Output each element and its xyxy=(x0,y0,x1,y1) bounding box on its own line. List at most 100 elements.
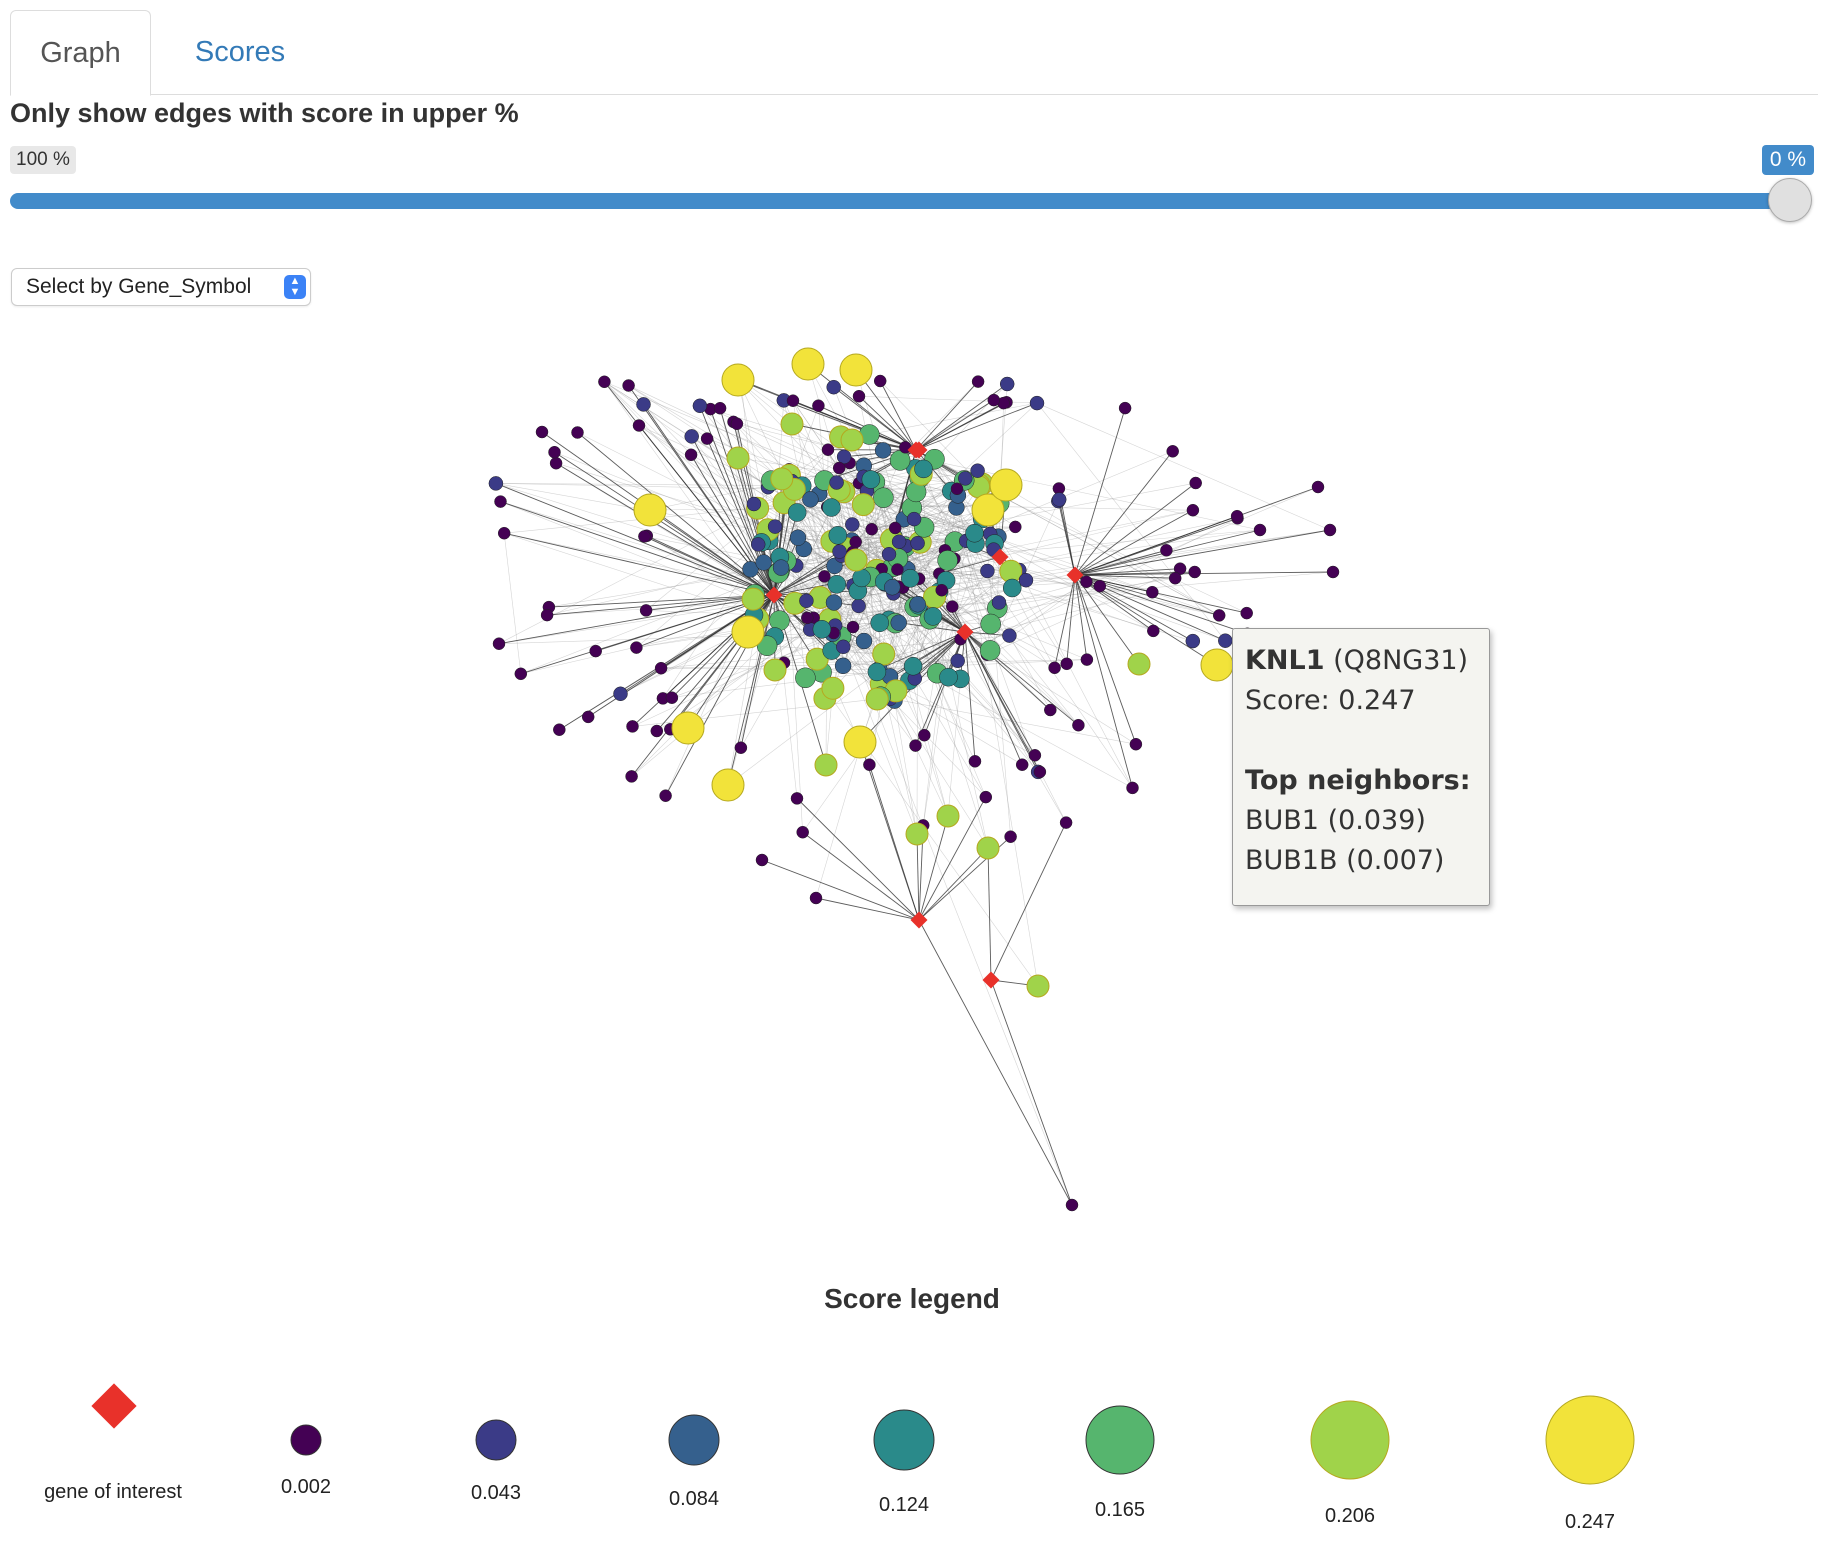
gene-node[interactable] xyxy=(654,661,668,675)
gene-node[interactable] xyxy=(497,526,511,540)
gene-node[interactable] xyxy=(888,521,902,535)
gene-node[interactable] xyxy=(1189,476,1202,490)
gene-node[interactable] xyxy=(834,657,852,675)
gene-node[interactable] xyxy=(700,432,714,445)
gene-node[interactable] xyxy=(825,594,843,611)
gene-node[interactable] xyxy=(989,468,1023,502)
gene-node[interactable] xyxy=(772,559,790,576)
gene-node[interactable] xyxy=(721,363,755,397)
gene-of-interest-node[interactable] xyxy=(910,911,928,929)
gene-node[interactable] xyxy=(659,789,672,802)
gene-node[interactable] xyxy=(1044,703,1057,717)
gene-node[interactable] xyxy=(891,534,907,549)
gene-node[interactable] xyxy=(581,710,595,724)
gene-node[interactable] xyxy=(713,401,727,415)
gene-node[interactable] xyxy=(1168,571,1182,585)
gene-of-interest-node[interactable] xyxy=(765,586,783,604)
gene-node[interactable] xyxy=(786,394,800,407)
gene-node[interactable] xyxy=(905,822,929,846)
gene-node[interactable] xyxy=(750,537,766,552)
gene-node[interactable] xyxy=(598,375,611,389)
gene-node[interactable] xyxy=(1026,974,1050,998)
gene-node[interactable] xyxy=(979,640,1001,661)
gene-node[interactable] xyxy=(1029,395,1045,411)
gene-node[interactable] xyxy=(901,569,920,588)
gene-node[interactable] xyxy=(1028,749,1042,762)
gene-node[interactable] xyxy=(1212,609,1226,622)
gene-node[interactable] xyxy=(914,459,933,479)
gene-node[interactable] xyxy=(535,425,549,439)
gene-node[interactable] xyxy=(801,611,814,625)
gene-node[interactable] xyxy=(790,792,804,805)
gene-node[interactable] xyxy=(1048,661,1061,675)
gene-node[interactable] xyxy=(845,517,860,532)
gene-node[interactable] xyxy=(665,691,679,704)
gene-node[interactable] xyxy=(549,456,563,470)
gene-node[interactable] xyxy=(1051,492,1067,507)
gene-node[interactable] xyxy=(1080,575,1093,589)
gene-node[interactable] xyxy=(730,417,744,431)
gene-node[interactable] xyxy=(846,620,860,634)
gene-node[interactable] xyxy=(636,397,651,412)
gene-node[interactable] xyxy=(923,607,943,626)
gene-node[interactable] xyxy=(809,891,823,905)
gene-node[interactable] xyxy=(1127,652,1151,676)
gene-node[interactable] xyxy=(1002,578,1022,598)
gene-node[interactable] xyxy=(814,753,838,777)
gene-node[interactable] xyxy=(867,662,887,682)
gene-node[interactable] xyxy=(514,667,528,681)
gene-node[interactable] xyxy=(540,608,554,622)
gene-node[interactable] xyxy=(971,375,985,388)
gene-node[interactable] xyxy=(767,519,783,534)
gene-node[interactable] xyxy=(939,667,958,687)
gene-node[interactable] xyxy=(626,720,639,733)
gene-node[interactable] xyxy=(731,615,765,649)
gene-node[interactable] xyxy=(852,568,871,588)
gene-node[interactable] xyxy=(874,442,892,459)
gene-node[interactable] xyxy=(494,495,507,508)
gene-node[interactable] xyxy=(1188,565,1201,579)
gene-node[interactable] xyxy=(1059,816,1073,829)
edge-score-slider-handle[interactable] xyxy=(1768,178,1812,222)
gene-node[interactable] xyxy=(1126,781,1139,795)
gene-node[interactable] xyxy=(671,711,705,745)
gene-of-interest-node[interactable] xyxy=(982,971,1000,989)
gene-node[interactable] xyxy=(836,449,852,465)
gene-node[interactable] xyxy=(821,443,835,456)
gene-node[interactable] xyxy=(891,563,904,576)
gene-node[interactable] xyxy=(1009,520,1022,534)
gene-node[interactable] xyxy=(639,604,653,617)
gene-node[interactable] xyxy=(980,613,1001,635)
gene-node[interactable] xyxy=(855,632,873,650)
gene-node[interactable] xyxy=(958,471,973,486)
gene-node[interactable] xyxy=(796,825,809,839)
gene-node[interactable] xyxy=(873,487,894,508)
gene-node[interactable] xyxy=(553,723,566,736)
gene-node[interactable] xyxy=(1129,737,1143,751)
gene-node[interactable] xyxy=(849,535,862,549)
gene-node[interactable] xyxy=(1015,758,1029,771)
gene-node[interactable] xyxy=(906,511,922,527)
gene-node[interactable] xyxy=(979,790,993,804)
gene-node[interactable] xyxy=(1002,628,1017,643)
gene-node[interactable] xyxy=(734,741,748,754)
gene-node[interactable] xyxy=(638,530,651,543)
gene-node[interactable] xyxy=(770,467,794,491)
gene-node[interactable] xyxy=(726,446,750,470)
gene-node[interactable] xyxy=(684,429,699,444)
gene-node[interactable] xyxy=(980,563,995,579)
gene-node[interactable] xyxy=(571,426,584,439)
gene-node[interactable] xyxy=(1240,606,1253,620)
gene-node[interactable] xyxy=(1311,480,1325,494)
gene-node[interactable] xyxy=(903,656,923,676)
gene-node[interactable] xyxy=(1004,830,1017,843)
gene-node[interactable] xyxy=(755,853,769,867)
gene-node[interactable] xyxy=(910,535,925,551)
gene-node[interactable] xyxy=(1326,565,1340,579)
gene-node[interactable] xyxy=(742,561,759,578)
gene-node[interactable] xyxy=(802,491,819,508)
gene-node[interactable] xyxy=(872,642,896,666)
gene-node[interactable] xyxy=(821,676,845,700)
gene-node[interactable] xyxy=(852,389,866,403)
gene-node[interactable] xyxy=(890,614,907,631)
